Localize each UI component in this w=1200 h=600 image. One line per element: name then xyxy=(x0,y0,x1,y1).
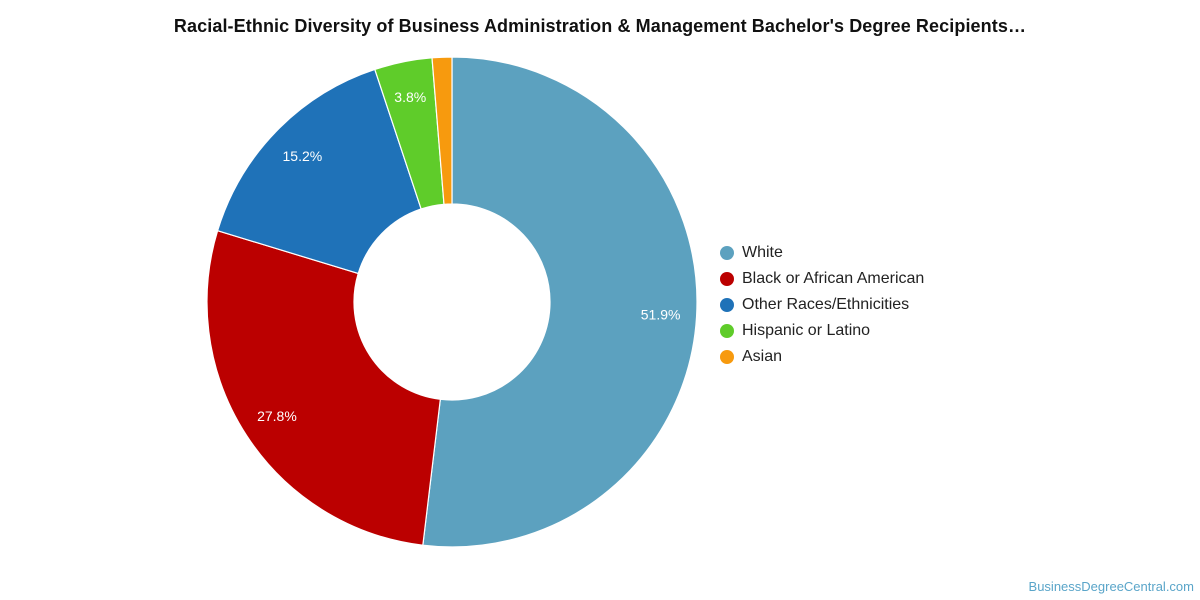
chart-title: Racial-Ethnic Diversity of Business Admi… xyxy=(173,16,1027,36)
legend-item-black[interactable]: Black or African American xyxy=(720,266,924,292)
legend-label-white: White xyxy=(742,244,783,261)
legend-label-hispanic: Hispanic or Latino xyxy=(742,322,871,339)
legend-item-hispanic[interactable]: Hispanic or Latino xyxy=(720,318,924,344)
slice-label-other-races-ethnicities: 15.2% xyxy=(283,148,323,164)
watermark-link[interactable]: BusinessDegreeCentral.com xyxy=(1028,579,1194,594)
legend-swatch-black xyxy=(720,272,734,286)
slice-label-hispanic-or-latino: 3.8% xyxy=(394,89,426,105)
legend-label-other: Other Races/Ethnicities xyxy=(742,296,910,313)
donut-slice-black-or-african-american[interactable] xyxy=(206,229,441,546)
legend-item-white[interactable]: White xyxy=(720,240,924,266)
legend-item-asian[interactable]: Asian xyxy=(720,344,924,370)
chart-legend: White Black or African American Other Ra… xyxy=(720,240,924,370)
legend-item-other[interactable]: Other Races/Ethnicities xyxy=(720,292,924,318)
legend-label-asian: Asian xyxy=(742,348,783,365)
donut-slice-asian[interactable] xyxy=(431,56,453,205)
donut-slice-other-races-ethnicities[interactable] xyxy=(216,68,422,275)
legend-swatch-other xyxy=(720,298,734,312)
legend-swatch-hispanic xyxy=(720,324,734,338)
legend-swatch-asian xyxy=(720,350,734,364)
donut-slice-white[interactable] xyxy=(422,56,698,548)
slice-label-black-or-african-american: 27.8% xyxy=(257,408,297,424)
legend-swatch-white xyxy=(720,246,734,260)
slice-label-white: 51.9% xyxy=(641,306,681,322)
legend-label-black: Black or African American xyxy=(742,270,925,287)
